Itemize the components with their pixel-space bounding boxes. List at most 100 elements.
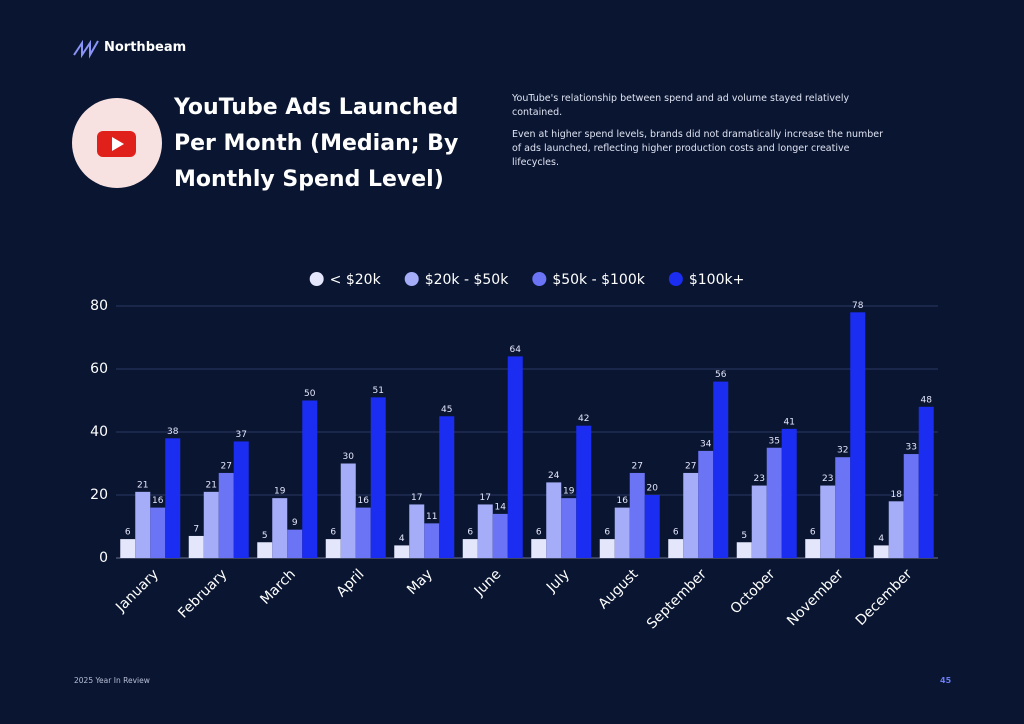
data-label: 5 [262, 531, 268, 541]
bar [477, 504, 493, 558]
y-tick-label: 20 [90, 487, 108, 503]
data-label: 41 [784, 417, 795, 427]
bar [135, 491, 151, 558]
brand: Northbeam [104, 40, 187, 55]
x-tick-label: October [727, 566, 778, 617]
bar [614, 507, 630, 558]
data-label: 35 [769, 436, 780, 446]
paragraph: Even at higher spend levels, brands did … [512, 129, 884, 168]
title: YouTube Ads Launched Per Month (Median; … [174, 95, 459, 192]
legend-swatch [532, 272, 547, 286]
bar [683, 472, 699, 558]
bar [561, 498, 577, 558]
bar [507, 356, 523, 558]
data-label: 18 [891, 490, 903, 500]
data-label: 27 [221, 461, 232, 471]
bar [233, 441, 249, 558]
legend-swatch [404, 272, 419, 286]
data-label: 14 [495, 502, 507, 512]
bar [781, 428, 797, 558]
data-label: 9 [292, 518, 298, 528]
data-label: 34 [700, 439, 712, 449]
bar [394, 545, 410, 558]
bar [355, 507, 371, 558]
y-tick-label: 80 [90, 298, 108, 314]
data-label: 27 [685, 461, 696, 471]
data-label: 7 [193, 524, 199, 534]
bar [751, 485, 767, 558]
data-label: 6 [810, 528, 816, 538]
data-label: 6 [330, 528, 336, 538]
bar [918, 406, 934, 558]
description: YouTube's relationship between spend and… [512, 92, 892, 178]
data-label: 38 [167, 427, 179, 437]
youtube-play [112, 137, 124, 151]
data-label: 6 [604, 528, 610, 538]
bar [698, 450, 714, 558]
data-label: 24 [548, 471, 560, 481]
legend-label: $50k - $100k [552, 272, 645, 288]
x-tick-label: February [175, 566, 230, 621]
data-label: 37 [236, 430, 247, 440]
legend-swatch [668, 272, 683, 286]
bar [713, 381, 729, 558]
bar [409, 504, 425, 558]
data-label: 4 [878, 534, 884, 544]
data-label: 23 [754, 474, 765, 484]
bar [599, 539, 615, 558]
bar [766, 447, 782, 558]
bar [340, 463, 356, 558]
legend-label: $20k - $50k [425, 272, 510, 288]
bar [492, 513, 508, 558]
bar [150, 507, 166, 558]
bar [888, 501, 904, 558]
x-tick-label: November [784, 566, 847, 629]
data-label: 19 [274, 487, 286, 497]
data-label: 23 [822, 474, 833, 484]
data-label: 42 [578, 414, 589, 424]
bar [903, 454, 919, 558]
data-label: 45 [441, 405, 452, 415]
x-tick-label: May [404, 566, 436, 598]
x-tick-label: March [257, 566, 298, 607]
bar [287, 529, 303, 558]
bar [629, 472, 645, 558]
bar [325, 539, 341, 558]
bar [165, 438, 181, 558]
data-label: 21 [137, 480, 148, 490]
bar [736, 542, 752, 558]
data-label: 32 [837, 446, 848, 456]
data-label: 33 [906, 443, 917, 453]
bar [424, 523, 440, 558]
legend: < $20k $20k - $50k $50k - $100k $100k+ [309, 272, 744, 288]
x-tick-label: September [644, 566, 710, 632]
page-number: 45 [940, 676, 952, 685]
bar [188, 535, 204, 558]
bar [850, 312, 866, 558]
data-label: 27 [632, 461, 643, 471]
data-label: 78 [852, 301, 864, 311]
legend-label: $100k+ [689, 272, 744, 288]
data-label: 6 [673, 528, 679, 538]
y-tick-label: 40 [90, 424, 108, 440]
data-label: 30 [343, 452, 355, 462]
legend-label: < $20k [330, 272, 382, 288]
bar [835, 457, 851, 558]
x-tick-label: July [543, 566, 573, 596]
data-label: 20 [647, 484, 659, 494]
bar [805, 539, 821, 558]
data-label: 56 [715, 370, 727, 380]
data-label: 6 [467, 528, 473, 538]
data-label: 48 [921, 395, 933, 405]
x-tick-label: December [853, 566, 916, 629]
data-label: 16 [617, 496, 629, 506]
bar [873, 545, 889, 558]
bar [644, 495, 660, 558]
footer-text: 2025 Year In Review [74, 676, 150, 685]
data-label: 17 [411, 493, 422, 503]
data-label: 17 [480, 493, 491, 503]
bar [546, 482, 562, 558]
y-tick-label: 0 [99, 550, 108, 566]
bar [257, 542, 273, 558]
data-label: 51 [373, 386, 384, 396]
